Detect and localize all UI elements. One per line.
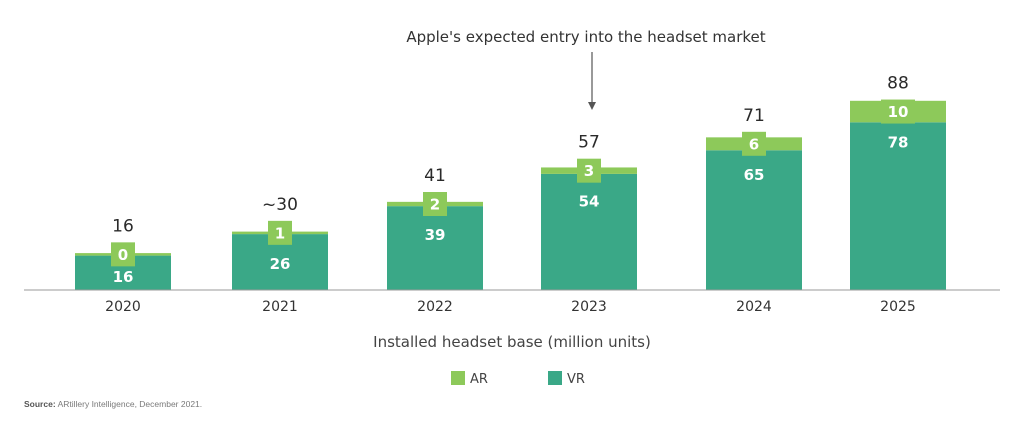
- ar-badge-2020: [111, 242, 135, 267]
- bar-vr-2025: [850, 122, 946, 290]
- vr-value-label-2021: 26: [270, 255, 291, 273]
- ar-value-label-2022: 2: [430, 196, 440, 214]
- vr-value-label-2020: 16: [113, 268, 134, 286]
- x-axis-title: Installed headset base (million units): [373, 333, 651, 351]
- ar-value-label-2021: 1: [275, 224, 285, 242]
- source-label: Source:: [24, 399, 56, 409]
- bar-vr-2024: [706, 150, 802, 290]
- x-tick-2022: 2022: [417, 299, 453, 315]
- source-text: ARtillery Intelligence, December 2021.: [57, 399, 203, 409]
- ar-value-label-2025: 10: [888, 103, 909, 121]
- vr-value-label-2023: 54: [579, 193, 600, 211]
- ar-value-label-2023: 3: [584, 162, 594, 180]
- total-label-2020: 16: [112, 216, 134, 236]
- total-label-2023: 57: [578, 133, 600, 153]
- x-tick-2025: 2025: [880, 299, 916, 315]
- vr-value-label-2022: 39: [425, 226, 446, 244]
- annotation-text: Apple's expected entry into the headset …: [406, 28, 765, 46]
- legend-swatch-vr: [548, 371, 562, 385]
- vr-value-label-2024: 65: [744, 166, 765, 184]
- annotation-arrow-head: [588, 102, 596, 110]
- ar-value-label-2024: 6: [749, 135, 759, 153]
- source-note: Source: ARtillery Intelligence, December…: [24, 399, 202, 409]
- bar-vr-2023: [541, 173, 637, 290]
- legend: AR VR: [451, 371, 585, 387]
- ar-badge-2025: [881, 99, 915, 124]
- x-tick-labels: 2020 2021 2022 2023 2024 2025: [105, 299, 916, 315]
- x-tick-2023: 2023: [571, 299, 607, 315]
- ar-badge-2022: [423, 192, 447, 216]
- legend-label-ar: AR: [470, 372, 488, 387]
- ar-badge-2021: [268, 220, 292, 245]
- ar-badge-2024: [742, 131, 766, 156]
- total-label-2024: 71: [743, 106, 765, 126]
- total-label-2025: 88: [887, 74, 909, 94]
- bar-vr-2022: [387, 206, 483, 290]
- legend-label-vr: VR: [567, 372, 585, 387]
- ar-badge-2023: [577, 158, 601, 183]
- legend-swatch-ar: [451, 371, 465, 385]
- x-tick-2020: 2020: [105, 299, 141, 315]
- x-tick-2024: 2024: [736, 299, 772, 315]
- vr-value-label-2025: 78: [888, 134, 909, 152]
- total-label-2021: ~30: [262, 195, 298, 215]
- ar-value-label-2020: 0: [118, 246, 128, 264]
- total-label-2022: 41: [424, 166, 446, 186]
- bars-layer: 0 16 16 1 26 ~30 2 39 41 3 54 57 6 65 71 10 78 88: [75, 74, 946, 290]
- x-tick-2021: 2021: [262, 299, 298, 315]
